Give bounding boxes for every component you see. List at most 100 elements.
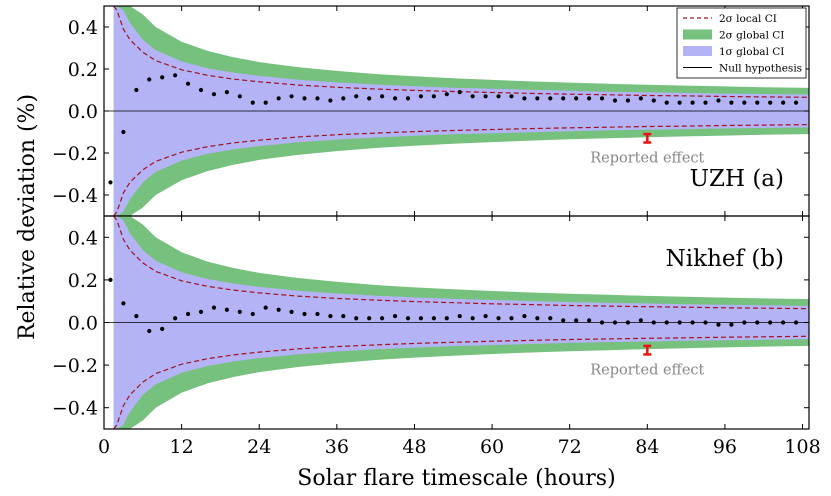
reported-effect-errorbar [643, 132, 652, 144]
data-point [367, 96, 372, 101]
data-point [328, 98, 333, 103]
x-tick-label: 36 [325, 436, 349, 458]
data-point [108, 277, 113, 282]
panel-name-label: UZH (a) [690, 166, 784, 192]
y-tick-label: −0.4 [52, 398, 98, 420]
data-point [276, 307, 281, 312]
data-point [574, 96, 579, 101]
data-point [328, 314, 333, 319]
data-point [535, 316, 540, 321]
reported-effect-label: Reported effect [590, 362, 704, 378]
data-point [742, 320, 747, 325]
data-point [263, 305, 268, 310]
data-point [768, 320, 773, 325]
legend-label-global1: 1σ global CI [719, 46, 784, 58]
data-point [354, 94, 359, 99]
data-point [574, 318, 579, 323]
legend-swatch-global2 [683, 29, 712, 40]
x-axis-label: Solar flare timescale (hours) [297, 466, 615, 491]
data-point [625, 320, 630, 325]
data-point [781, 100, 786, 105]
data-point [509, 316, 514, 321]
data-point [418, 94, 424, 99]
data-point [185, 81, 191, 86]
x-tick-label: 72 [558, 436, 582, 458]
data-point [198, 309, 204, 314]
data-point [431, 316, 436, 321]
data-point [224, 90, 229, 95]
data-point [405, 316, 411, 321]
data-point [380, 316, 385, 321]
data-point [599, 96, 605, 101]
data-point [289, 309, 294, 314]
legend-swatch-global1 [683, 46, 712, 56]
y-tick-label: 0.2 [68, 270, 98, 292]
data-point [276, 96, 281, 101]
y-tick-label: 0.4 [68, 17, 98, 39]
data-point [716, 322, 721, 327]
data-point [444, 92, 449, 97]
data-point [121, 301, 126, 306]
data-point [496, 94, 501, 99]
data-point [703, 100, 708, 105]
data-point [444, 316, 449, 321]
data-point [703, 320, 708, 325]
data-point [431, 94, 436, 99]
data-point [185, 311, 191, 317]
data-point [561, 96, 566, 101]
data-point [638, 96, 643, 101]
data-point [755, 100, 760, 105]
data-point [457, 90, 462, 95]
data-point [367, 316, 372, 321]
data-point [483, 94, 488, 99]
data-point [289, 94, 294, 99]
data-point [599, 320, 605, 325]
data-point [457, 314, 462, 319]
x-tick-label: 48 [402, 436, 426, 458]
legend-label-local2: 2σ local CI [719, 13, 777, 25]
data-point [160, 326, 165, 331]
data-point [535, 96, 540, 101]
data-point [250, 100, 255, 105]
data-point [302, 311, 307, 317]
data-point [147, 77, 152, 82]
data-point [237, 94, 242, 99]
x-tick-label: 84 [635, 436, 659, 458]
data-point [354, 316, 359, 321]
data-point [729, 100, 734, 105]
data-point [315, 311, 320, 317]
data-point [392, 314, 398, 319]
data-point [380, 94, 385, 99]
data-point [198, 87, 204, 93]
data-point [134, 314, 139, 319]
data-point [147, 328, 152, 334]
panel-plot-area-1 [104, 216, 809, 429]
data-point [418, 316, 424, 321]
y-tick-label: −0.4 [52, 185, 98, 207]
data-point [341, 314, 346, 319]
data-point [134, 87, 139, 93]
data-point [690, 100, 695, 105]
data-point [121, 129, 126, 135]
data-point [677, 100, 682, 105]
data-point [392, 96, 398, 101]
data-point [160, 75, 165, 80]
y-tick-label: 0.2 [68, 59, 98, 81]
data-point [664, 320, 669, 325]
data-point [561, 318, 566, 323]
x-tick-label: 0 [98, 436, 110, 458]
data-point [496, 316, 501, 321]
data-point [405, 96, 411, 101]
data-point [173, 316, 178, 321]
data-point [522, 96, 527, 101]
x-tick-label: 24 [247, 436, 271, 458]
reported-effect-errorbar [643, 344, 652, 356]
data-point [211, 305, 217, 310]
data-point [483, 314, 488, 319]
data-point [250, 311, 255, 317]
data-point [263, 100, 268, 105]
data-point [793, 100, 799, 105]
x-tick-label: 96 [713, 436, 737, 458]
data-point [664, 100, 669, 105]
legend: 2σ local CI 2σ global CI 1σ global CI Null … [676, 7, 807, 79]
